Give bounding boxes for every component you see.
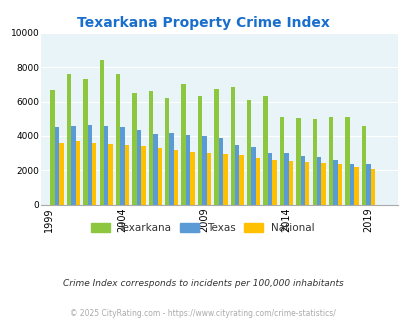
Bar xyxy=(353,167,358,205)
Bar xyxy=(120,126,124,205)
Bar xyxy=(349,164,353,205)
Bar xyxy=(92,143,96,205)
Bar xyxy=(312,119,316,205)
Bar xyxy=(284,153,288,205)
Bar xyxy=(83,79,87,205)
Bar xyxy=(263,96,267,205)
Bar xyxy=(279,117,283,205)
Bar xyxy=(202,136,206,205)
Bar xyxy=(197,96,202,205)
Bar xyxy=(333,160,337,205)
Bar xyxy=(214,89,218,205)
Bar xyxy=(316,157,321,205)
Bar xyxy=(365,164,370,205)
Bar xyxy=(141,146,145,205)
Bar xyxy=(71,126,75,205)
Bar xyxy=(345,117,349,205)
Bar xyxy=(148,91,153,205)
Bar xyxy=(272,160,276,205)
Bar xyxy=(206,153,211,205)
Bar xyxy=(267,152,272,205)
Bar xyxy=(230,87,234,205)
Bar xyxy=(239,155,243,205)
Bar xyxy=(124,145,129,205)
Bar xyxy=(304,162,309,205)
Bar xyxy=(222,154,227,205)
Bar xyxy=(296,118,300,205)
Bar xyxy=(337,164,341,205)
Bar xyxy=(50,90,55,205)
Bar xyxy=(370,169,374,205)
Text: Crime Index corresponds to incidents per 100,000 inhabitants: Crime Index corresponds to incidents per… xyxy=(62,279,343,288)
Bar xyxy=(328,117,333,205)
Bar xyxy=(173,150,178,205)
Bar xyxy=(75,141,80,205)
Bar xyxy=(246,100,251,205)
Legend: Texarkana, Texas, National: Texarkana, Texas, National xyxy=(91,223,314,233)
Bar xyxy=(87,125,92,205)
Bar xyxy=(300,156,304,205)
Bar xyxy=(185,135,190,205)
Bar xyxy=(251,147,255,205)
Bar xyxy=(234,145,239,205)
Bar xyxy=(255,158,260,205)
Bar xyxy=(169,133,173,205)
Bar xyxy=(108,144,113,205)
Bar xyxy=(66,74,71,205)
Text: Texarkana Property Crime Index: Texarkana Property Crime Index xyxy=(77,16,328,30)
Bar xyxy=(104,126,108,205)
Bar xyxy=(190,152,194,205)
Bar xyxy=(218,138,222,205)
Text: © 2025 CityRating.com - https://www.cityrating.com/crime-statistics/: © 2025 CityRating.com - https://www.city… xyxy=(70,309,335,318)
Bar xyxy=(321,163,325,205)
Bar xyxy=(288,161,292,205)
Bar xyxy=(157,148,162,205)
Bar xyxy=(115,74,120,205)
Bar xyxy=(99,60,104,205)
Bar xyxy=(181,84,185,205)
Bar xyxy=(55,127,59,205)
Bar xyxy=(132,93,136,205)
Bar xyxy=(153,134,157,205)
Bar xyxy=(361,126,365,205)
Bar xyxy=(59,143,64,205)
Bar xyxy=(136,130,141,205)
Bar xyxy=(165,98,169,205)
